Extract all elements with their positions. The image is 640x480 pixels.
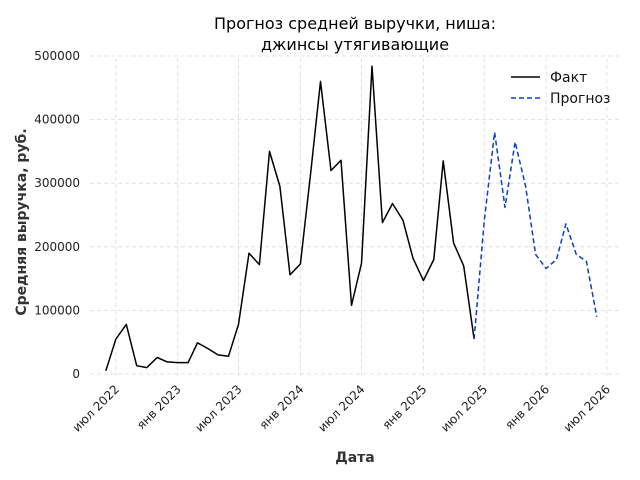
- legend-label-forecast: Прогноз: [550, 91, 611, 107]
- series-lines: [105, 65, 598, 372]
- x-tick-label: янв 2023: [134, 382, 184, 432]
- y-tick-label: 400000: [34, 113, 80, 127]
- legend-label-fact: Факт: [550, 70, 587, 86]
- x-tick-label: июл 2023: [192, 382, 244, 434]
- grid: [90, 55, 622, 376]
- y-tick-label: 0: [72, 367, 80, 381]
- x-tick-label: янв 2026: [502, 382, 552, 432]
- y-axis-label: Средняя выручка, руб.: [14, 128, 30, 315]
- x-tick-label: янв 2025: [380, 382, 430, 432]
- y-tick-label: 500000: [34, 49, 80, 63]
- x-axis-label: Дата: [335, 450, 374, 466]
- legend: Факт Прогноз: [511, 70, 611, 107]
- y-axis-ticks: 0 100000 200000 300000 400000 500000: [34, 49, 80, 381]
- series-line-fact: [105, 65, 475, 372]
- chart-title-line-1: Прогноз средней выручки, ниша:: [214, 14, 496, 33]
- y-tick-label: 300000: [34, 176, 80, 190]
- x-tick-label: янв 2024: [257, 382, 307, 432]
- y-tick-label: 100000: [34, 303, 80, 317]
- x-axis-ticks: июл 2022 янв 2023 июл 2023 янв 2024 июл 2024…: [70, 382, 613, 434]
- chart-title-line-2: джинсы утягивающие: [261, 35, 449, 54]
- x-tick-label: июл 2024: [315, 382, 367, 434]
- series-line-forecast: [473, 131, 598, 340]
- y-tick-label: 200000: [34, 240, 80, 254]
- x-tick-label: июл 2026: [561, 382, 613, 434]
- x-tick-label: июл 2025: [438, 382, 490, 434]
- x-tick-label: июл 2022: [70, 382, 122, 434]
